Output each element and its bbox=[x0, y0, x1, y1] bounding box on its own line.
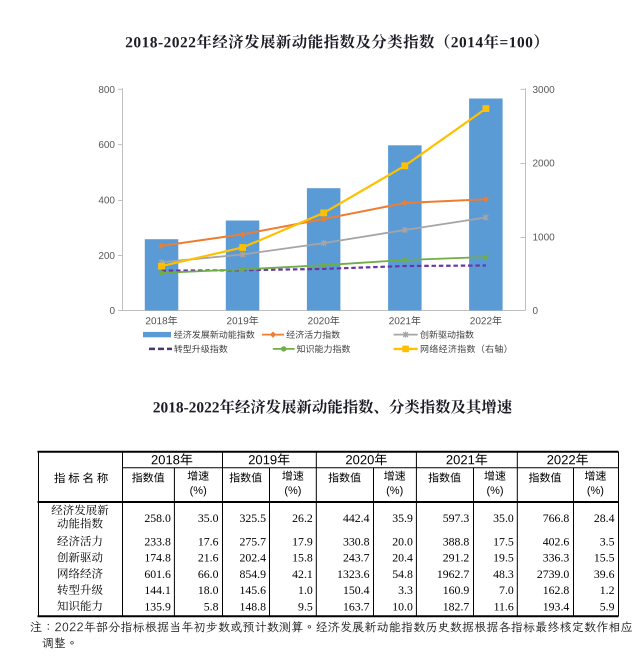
svg-text:135.9: 135.9 bbox=[144, 599, 171, 613]
svg-text:28.4: 28.4 bbox=[594, 511, 615, 525]
svg-text:275.7: 275.7 bbox=[239, 535, 266, 549]
svg-text:39.6: 39.6 bbox=[594, 567, 615, 581]
svg-text:258.0: 258.0 bbox=[144, 511, 171, 525]
svg-text:1.0: 1.0 bbox=[298, 583, 313, 597]
svg-text:336.3: 336.3 bbox=[543, 551, 570, 565]
svg-text:26.2: 26.2 bbox=[292, 511, 313, 525]
svg-text:854.9: 854.9 bbox=[239, 567, 266, 581]
svg-text:325.5: 325.5 bbox=[239, 511, 266, 525]
svg-text:2000: 2000 bbox=[533, 159, 556, 170]
svg-text:163.7: 163.7 bbox=[343, 599, 370, 613]
svg-text:7.0: 7.0 bbox=[499, 583, 514, 597]
svg-text:202.4: 202.4 bbox=[239, 551, 266, 565]
svg-text:1.2: 1.2 bbox=[600, 583, 615, 597]
svg-text:148.8: 148.8 bbox=[239, 599, 266, 613]
svg-text:388.8: 388.8 bbox=[443, 535, 470, 549]
svg-text:162.8: 162.8 bbox=[543, 583, 570, 597]
svg-text:48.3: 48.3 bbox=[493, 567, 514, 581]
svg-text:11.6: 11.6 bbox=[494, 599, 514, 613]
svg-text:42.1: 42.1 bbox=[292, 567, 313, 581]
svg-text:193.4: 193.4 bbox=[543, 599, 570, 613]
svg-text:1000: 1000 bbox=[533, 232, 556, 243]
svg-text:21.6: 21.6 bbox=[198, 551, 219, 565]
svg-text:15.8: 15.8 bbox=[292, 551, 313, 565]
svg-text:35.0: 35.0 bbox=[493, 511, 514, 525]
svg-text:2739.0: 2739.0 bbox=[537, 567, 570, 581]
svg-text:182.7: 182.7 bbox=[443, 599, 470, 613]
svg-text:10.0: 10.0 bbox=[392, 599, 413, 613]
svg-text:1962.7: 1962.7 bbox=[437, 567, 470, 581]
svg-text:0: 0 bbox=[109, 306, 115, 317]
svg-text:330.8: 330.8 bbox=[343, 535, 370, 549]
svg-text:0: 0 bbox=[533, 306, 539, 317]
svg-text:(%): (%) bbox=[190, 485, 207, 497]
svg-text:66.0: 66.0 bbox=[198, 567, 219, 581]
svg-text:5.8: 5.8 bbox=[204, 599, 219, 613]
svg-text:800: 800 bbox=[98, 85, 115, 96]
svg-text:3000: 3000 bbox=[533, 85, 556, 96]
svg-text:(%): (%) bbox=[587, 485, 604, 497]
svg-text:400: 400 bbox=[98, 196, 115, 207]
svg-text:17.9: 17.9 bbox=[292, 535, 313, 549]
svg-text:15.5: 15.5 bbox=[594, 551, 615, 565]
svg-text:5.9: 5.9 bbox=[600, 599, 615, 613]
svg-text:145.6: 145.6 bbox=[239, 583, 266, 597]
svg-text:600: 600 bbox=[98, 140, 115, 151]
svg-text:3.5: 3.5 bbox=[600, 535, 615, 549]
svg-text:35.0: 35.0 bbox=[198, 511, 219, 525]
svg-text:3.3: 3.3 bbox=[398, 583, 413, 597]
svg-text:54.8: 54.8 bbox=[392, 567, 413, 581]
svg-text:19.5: 19.5 bbox=[493, 551, 514, 565]
svg-text:1323.6: 1323.6 bbox=[337, 567, 370, 581]
svg-text:291.2: 291.2 bbox=[443, 551, 470, 565]
svg-text:17.5: 17.5 bbox=[493, 535, 514, 549]
svg-text:18.0: 18.0 bbox=[198, 583, 219, 597]
svg-text:144.1: 144.1 bbox=[144, 583, 171, 597]
svg-text:9.5: 9.5 bbox=[298, 599, 313, 613]
svg-text:150.4: 150.4 bbox=[343, 583, 370, 597]
svg-text:243.7: 243.7 bbox=[343, 551, 370, 565]
svg-text:20.0: 20.0 bbox=[392, 535, 413, 549]
svg-text:160.9: 160.9 bbox=[443, 583, 470, 597]
svg-text:200: 200 bbox=[98, 251, 115, 262]
svg-text:597.3: 597.3 bbox=[443, 511, 470, 525]
svg-text:17.6: 17.6 bbox=[198, 535, 219, 549]
svg-text:766.8: 766.8 bbox=[543, 511, 570, 525]
svg-text:(%): (%) bbox=[386, 485, 403, 497]
svg-text:35.9: 35.9 bbox=[392, 511, 413, 525]
svg-text:601.6: 601.6 bbox=[144, 567, 171, 581]
svg-text:442.4: 442.4 bbox=[343, 511, 370, 525]
svg-text:(%): (%) bbox=[284, 485, 301, 497]
svg-text:(%): (%) bbox=[486, 485, 503, 497]
svg-text:233.8: 233.8 bbox=[144, 535, 171, 549]
svg-text:402.6: 402.6 bbox=[543, 535, 570, 549]
svg-text:20.4: 20.4 bbox=[392, 551, 413, 565]
svg-text:174.8: 174.8 bbox=[144, 551, 171, 565]
